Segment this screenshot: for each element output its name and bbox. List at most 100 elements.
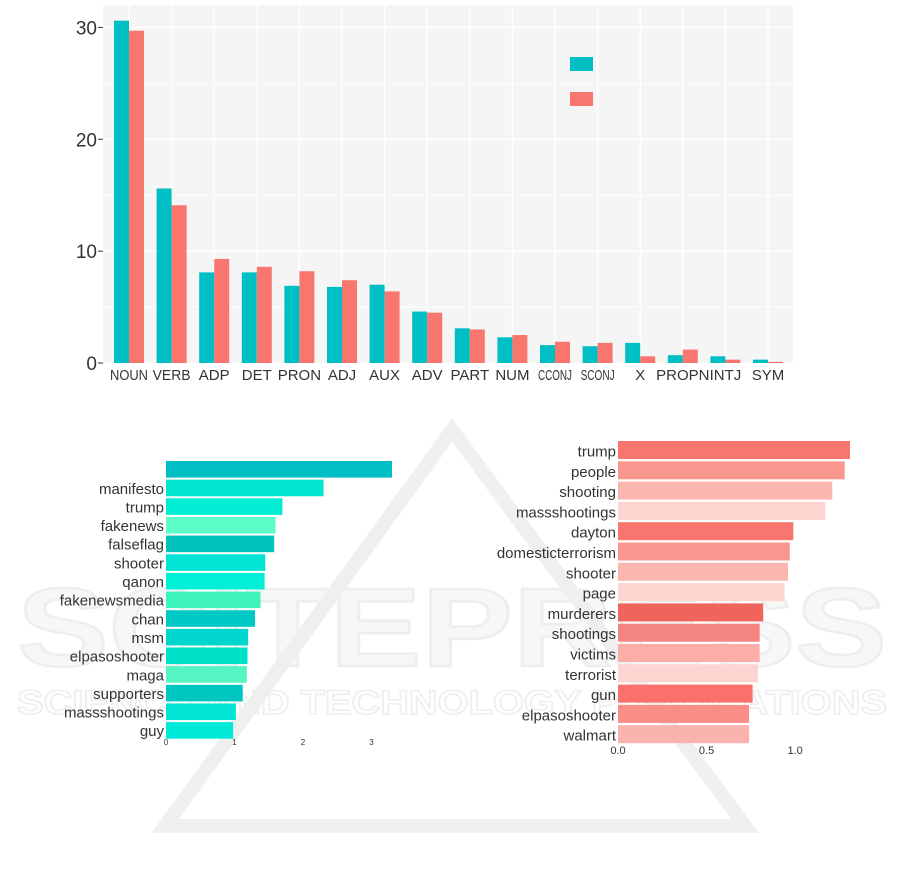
- bar-sym-series-1: [753, 359, 768, 363]
- bar-propn-series-2: [682, 349, 698, 363]
- bar-propn-series-1: [667, 355, 683, 363]
- term-label-walmart: walmart: [562, 728, 616, 745]
- bar-adj-series-2: [342, 280, 357, 363]
- y-tick-label: 30: [76, 18, 97, 39]
- bar-sconj-series-1: [582, 346, 598, 363]
- bar-walmart: [618, 725, 750, 744]
- bar-part-series-1: [454, 328, 470, 363]
- bar-qanon: [166, 572, 265, 590]
- bar-noun-series-2: [129, 30, 144, 363]
- bar-shooting: [618, 481, 833, 500]
- right-chart-bars: [618, 441, 850, 744]
- bar-maga: [166, 666, 247, 683]
- term-label-terrorist: terrorist: [565, 667, 617, 684]
- term-label-maga: maga: [126, 667, 164, 684]
- bar-msm: [166, 628, 249, 646]
- term-label-trump: trump: [126, 499, 164, 516]
- x-tick-label: 1.0: [787, 745, 802, 757]
- x-tick-label: ADP: [199, 367, 230, 384]
- x-tick-label: SYM: [752, 367, 785, 384]
- term-label-massshootings: massshootings: [516, 504, 616, 521]
- term-label-fakenewsmedia: fakenewsmedia: [60, 593, 165, 610]
- bar-gun: [618, 684, 753, 703]
- bar-pron-series-2: [299, 271, 315, 363]
- term-label-people: people: [571, 464, 616, 481]
- x-tick-label: NOUN: [110, 367, 148, 384]
- bar-part-series-2: [469, 329, 485, 363]
- bar-adp-series-2: [214, 258, 230, 363]
- legend-key-series-1: [570, 57, 593, 71]
- x-tick-label: NUM: [495, 367, 529, 384]
- term-label-elpasoshooter: elpasoshooter: [70, 649, 164, 666]
- term-label-shooting: shooting: [559, 484, 616, 501]
- bar-terrorist: [618, 664, 758, 683]
- pos-chart-y-ticks: 0 10 20 30: [76, 18, 103, 375]
- pos-chart-legend: [570, 57, 593, 106]
- bar-murderers: [618, 603, 764, 622]
- term-label-page: page: [583, 586, 616, 603]
- bar-intj-series-2: [725, 359, 741, 363]
- pos-chart-x-ticks: NOUN VERB ADP DET PRON ADJ AUX ADV PART NUM CCONJ S…: [110, 367, 784, 384]
- term-label-domesticterrorism: domesticterrorism: [497, 545, 616, 562]
- x-tick-label: AUX: [369, 367, 400, 384]
- y-tick-label: 10: [76, 242, 97, 263]
- term-label-massshootings: massshootings: [64, 705, 164, 722]
- bar-fakenews: [166, 516, 276, 534]
- term-label-guy: guy: [140, 723, 165, 740]
- bar-aux-series-1: [369, 284, 385, 363]
- bar-massshootings: [166, 703, 236, 721]
- bar-supporters: [166, 684, 243, 702]
- bar-noun-series-1: [114, 20, 129, 363]
- right-chart-x-ticks: 0.0 0.5 1.0: [610, 745, 802, 757]
- term-label-chan: chan: [131, 611, 164, 628]
- term-label-elpasoshooter: elpasoshooter: [522, 707, 616, 724]
- bar-elpasoshooter: [618, 704, 750, 723]
- bar-domesticterrorism: [618, 542, 790, 561]
- bar-trump: [166, 498, 283, 515]
- x-tick-label: 0.0: [610, 745, 625, 757]
- x-tick-label: PART: [450, 367, 489, 384]
- term-label-shootings: shootings: [552, 626, 616, 643]
- term-label-trump: trump: [578, 444, 616, 461]
- x-tick-label: 3: [369, 738, 374, 747]
- bar-sconj-series-2: [597, 342, 613, 363]
- bar-people: [618, 461, 845, 480]
- term-label-manifesto: manifesto: [99, 481, 164, 498]
- bar-fakenewsmedia: [166, 591, 261, 609]
- legend-key-series-2: [570, 92, 593, 106]
- term-label-qanon: qanon: [122, 574, 164, 591]
- term-label-supporters: supporters: [93, 686, 164, 703]
- bar-adv-series-2: [427, 312, 443, 363]
- bar-victims: [618, 644, 760, 662]
- bar-num-series-2: [512, 335, 528, 363]
- bar-shooter: [166, 554, 266, 571]
- x-tick-label: SCONJ: [581, 367, 615, 384]
- bar-falseflag: [166, 535, 275, 553]
- bar-dayton: [618, 522, 794, 541]
- bar-chan: [166, 610, 256, 627]
- bar-det-series-1: [241, 272, 257, 363]
- x-tick-label: VERB: [153, 367, 191, 384]
- watermark-emblem: [151, 418, 759, 833]
- bar-elpasoshooter: [166, 647, 248, 665]
- x-tick-label: INTJ: [710, 367, 742, 384]
- bar-sym-series-2: [768, 361, 783, 363]
- x-tick-label: ADJ: [328, 367, 356, 384]
- y-tick-label: 0: [86, 354, 97, 375]
- left-chart-x-ticks: 0 1 2 3: [164, 738, 374, 747]
- x-tick-label: CCONJ: [538, 367, 572, 384]
- x-tick-label: PRON: [278, 367, 321, 384]
- x-tick-label: 0.5: [699, 745, 714, 757]
- term-label-shooter: shooter: [114, 555, 164, 572]
- term-label-fakenews: fakenews: [101, 518, 164, 535]
- bar-unlabeled: [166, 461, 392, 478]
- bar-page: [618, 583, 785, 602]
- bar-pron-series-1: [284, 285, 300, 363]
- x-tick-label: 1: [232, 738, 237, 747]
- x-tick-label: 2: [301, 738, 306, 747]
- term-label-dayton: dayton: [571, 525, 616, 542]
- left-chart-bars: [166, 461, 392, 739]
